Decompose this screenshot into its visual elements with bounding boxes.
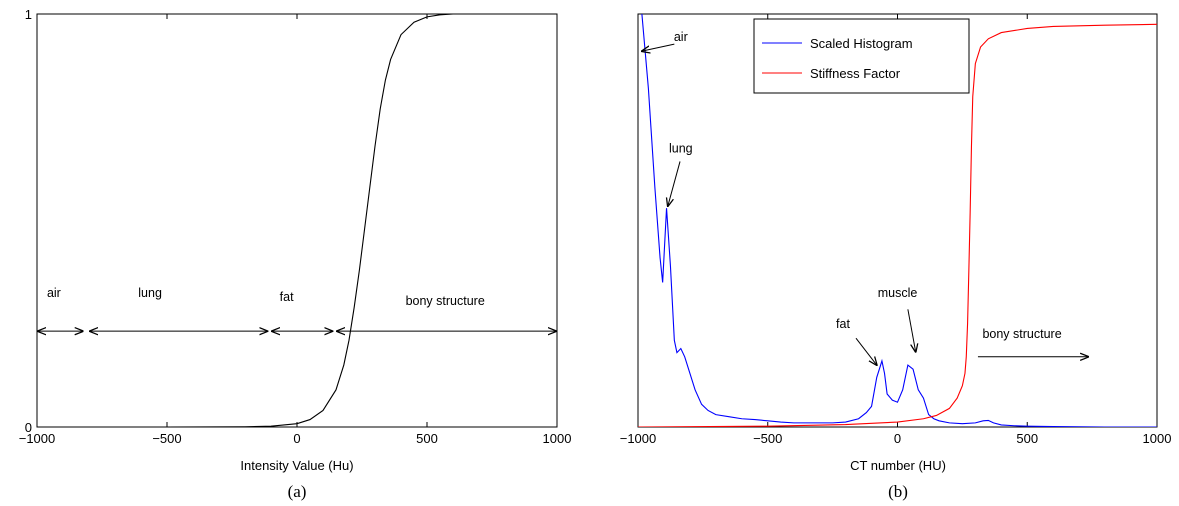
series-line-scaled-histogram [641, 14, 1157, 427]
legend-entry: Scaled Histogram [810, 36, 913, 51]
pointer-arrow-muscle [907, 309, 916, 352]
series-line-stiffness-factor [638, 23, 1157, 427]
y-tick-label: 0 [25, 420, 32, 435]
x-tick-label: 0 [293, 431, 300, 446]
chart-panel-b: −1000 −500 0 500 1000 CT number (HU) (b) air lun… [620, 13, 1172, 501]
annotation-lung: lung [669, 141, 693, 155]
annotation-air: air [47, 286, 61, 300]
series-line-curve-0 [37, 14, 557, 427]
y-tick-label: 1 [25, 7, 32, 22]
x-tick-label: −1000 [19, 431, 56, 446]
pointer-arrow-fat [855, 337, 877, 365]
x-tick-label: −1000 [620, 431, 657, 446]
pointer-arrow-air [642, 43, 675, 51]
plot-frame [36, 13, 558, 428]
annotation-fat: fat [280, 290, 294, 304]
x-tick-label: 1000 [543, 431, 572, 446]
pointer-arrow-lung [668, 161, 681, 206]
legend-box [753, 18, 970, 94]
x-tick-label: −500 [753, 431, 782, 446]
legend: Scaled Histogram Stiffness Factor [753, 18, 970, 94]
x-tick-label: 500 [1016, 431, 1038, 446]
x-tick-label: −500 [152, 431, 181, 446]
chart-panel-a: −1000 −500 0 500 1000 0 1 Intensity Value (Hu) (… [19, 7, 572, 501]
annotation-fat: fat [836, 317, 850, 331]
legend-entry: Stiffness Factor [810, 66, 901, 81]
x-tick-label: 0 [894, 431, 901, 446]
x-tick-label: 1000 [1143, 431, 1172, 446]
annotation-bony-structure: bony structure [406, 294, 485, 308]
annotation-muscle: muscle [878, 286, 918, 300]
panel-caption: (a) [288, 482, 307, 501]
x-axis-label: Intensity Value (Hu) [240, 458, 353, 473]
annotation-air: air [674, 30, 688, 44]
x-tick-label: 500 [416, 431, 438, 446]
x-axis-label: CT number (HU) [850, 458, 946, 473]
annotation-bony-structure: bony structure [982, 327, 1061, 341]
panel-caption: (b) [888, 482, 908, 501]
annotation-lung: lung [138, 286, 162, 300]
